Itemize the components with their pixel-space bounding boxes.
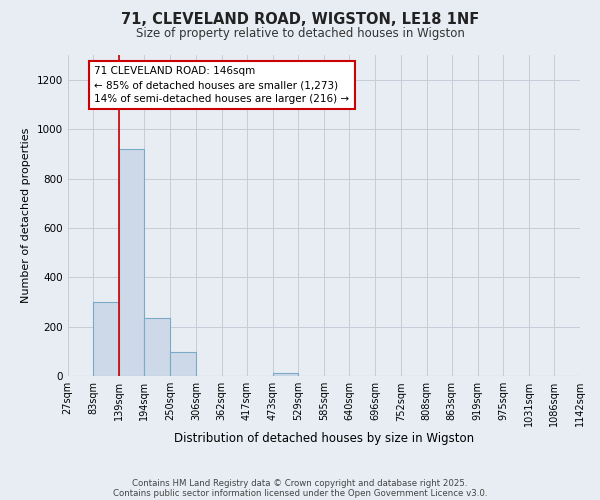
Text: Contains public sector information licensed under the Open Government Licence v3: Contains public sector information licen…	[113, 488, 487, 498]
Bar	[94, 302, 119, 376]
Y-axis label: Number of detached properties: Number of detached properties	[21, 128, 31, 304]
Bar	[145, 318, 170, 376]
Bar	[119, 149, 145, 376]
Bar	[170, 352, 196, 376]
Text: Size of property relative to detached houses in Wigston: Size of property relative to detached ho…	[136, 28, 464, 40]
Text: 71, CLEVELAND ROAD, WIGSTON, LE18 1NF: 71, CLEVELAND ROAD, WIGSTON, LE18 1NF	[121, 12, 479, 28]
Bar	[272, 372, 298, 376]
Text: Contains HM Land Registry data © Crown copyright and database right 2025.: Contains HM Land Registry data © Crown c…	[132, 478, 468, 488]
X-axis label: Distribution of detached houses by size in Wigston: Distribution of detached houses by size …	[174, 432, 474, 445]
Text: 71 CLEVELAND ROAD: 146sqm
← 85% of detached houses are smaller (1,273)
14% of se: 71 CLEVELAND ROAD: 146sqm ← 85% of detac…	[94, 66, 349, 104]
